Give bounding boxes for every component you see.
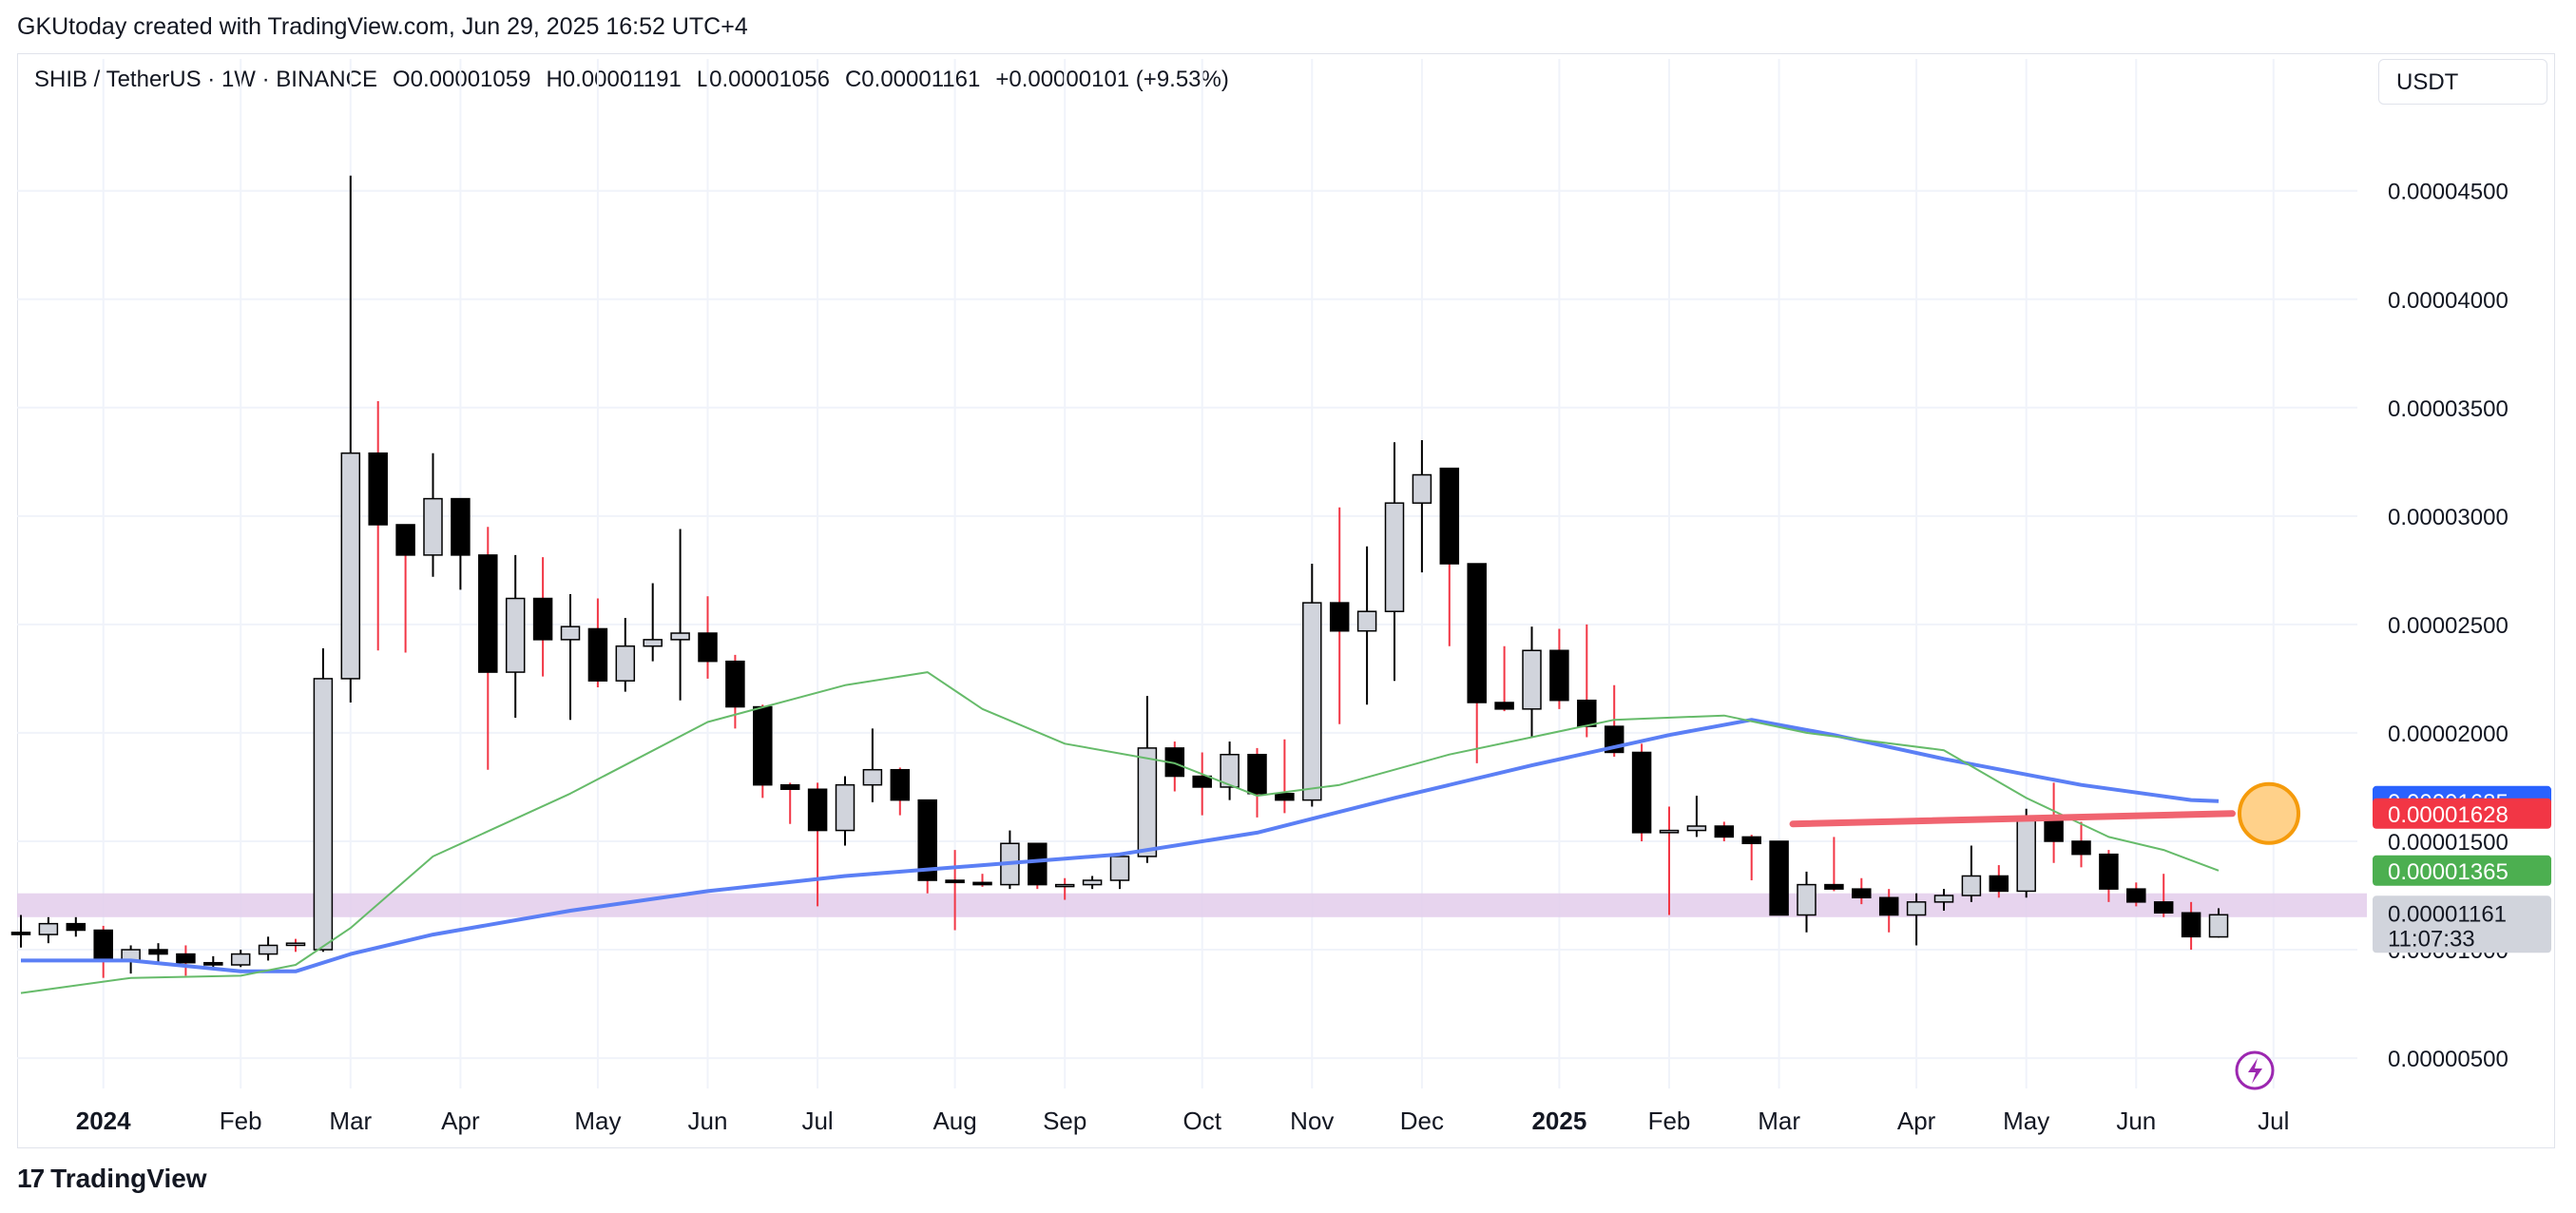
brand-name: TradingView (50, 1164, 207, 1193)
ohlc-high: H0.00001191 (546, 67, 682, 92)
symbol-info-bar: SHIB / TetherUS · 1W · BINANCE O0.0000105… (34, 67, 1244, 93)
ohlc-change: +0.00000101 (+9.53%) (995, 67, 1229, 92)
currency-button[interactable]: USDT (2378, 59, 2547, 105)
tradingview-logo-icon: 17 (17, 1164, 45, 1193)
footer-branding: 17 TradingView (17, 1164, 207, 1194)
ohlc-close: C0.00001161 (844, 67, 981, 92)
chart-frame (17, 53, 2555, 1148)
attribution-text: GKUtoday created with TradingView.com, J… (17, 13, 748, 40)
ohlc-open: O0.00001059 (392, 67, 531, 92)
symbol-pair[interactable]: SHIB / TetherUS · 1W · BINANCE (34, 67, 377, 92)
ohlc-low: L0.00001056 (696, 67, 830, 92)
